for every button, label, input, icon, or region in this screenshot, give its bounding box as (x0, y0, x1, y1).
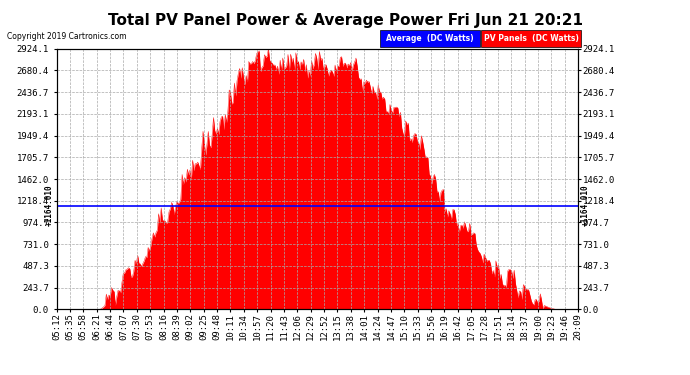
Text: PV Panels  (DC Watts): PV Panels (DC Watts) (484, 34, 579, 43)
Text: +1164.010: +1164.010 (45, 185, 54, 226)
Text: Total PV Panel Power & Average Power Fri Jun 21 20:21: Total PV Panel Power & Average Power Fri… (108, 13, 582, 28)
Text: Average  (DC Watts): Average (DC Watts) (386, 34, 474, 43)
Text: +1164.010: +1164.010 (581, 185, 590, 226)
Text: Copyright 2019 Cartronics.com: Copyright 2019 Cartronics.com (7, 32, 126, 41)
